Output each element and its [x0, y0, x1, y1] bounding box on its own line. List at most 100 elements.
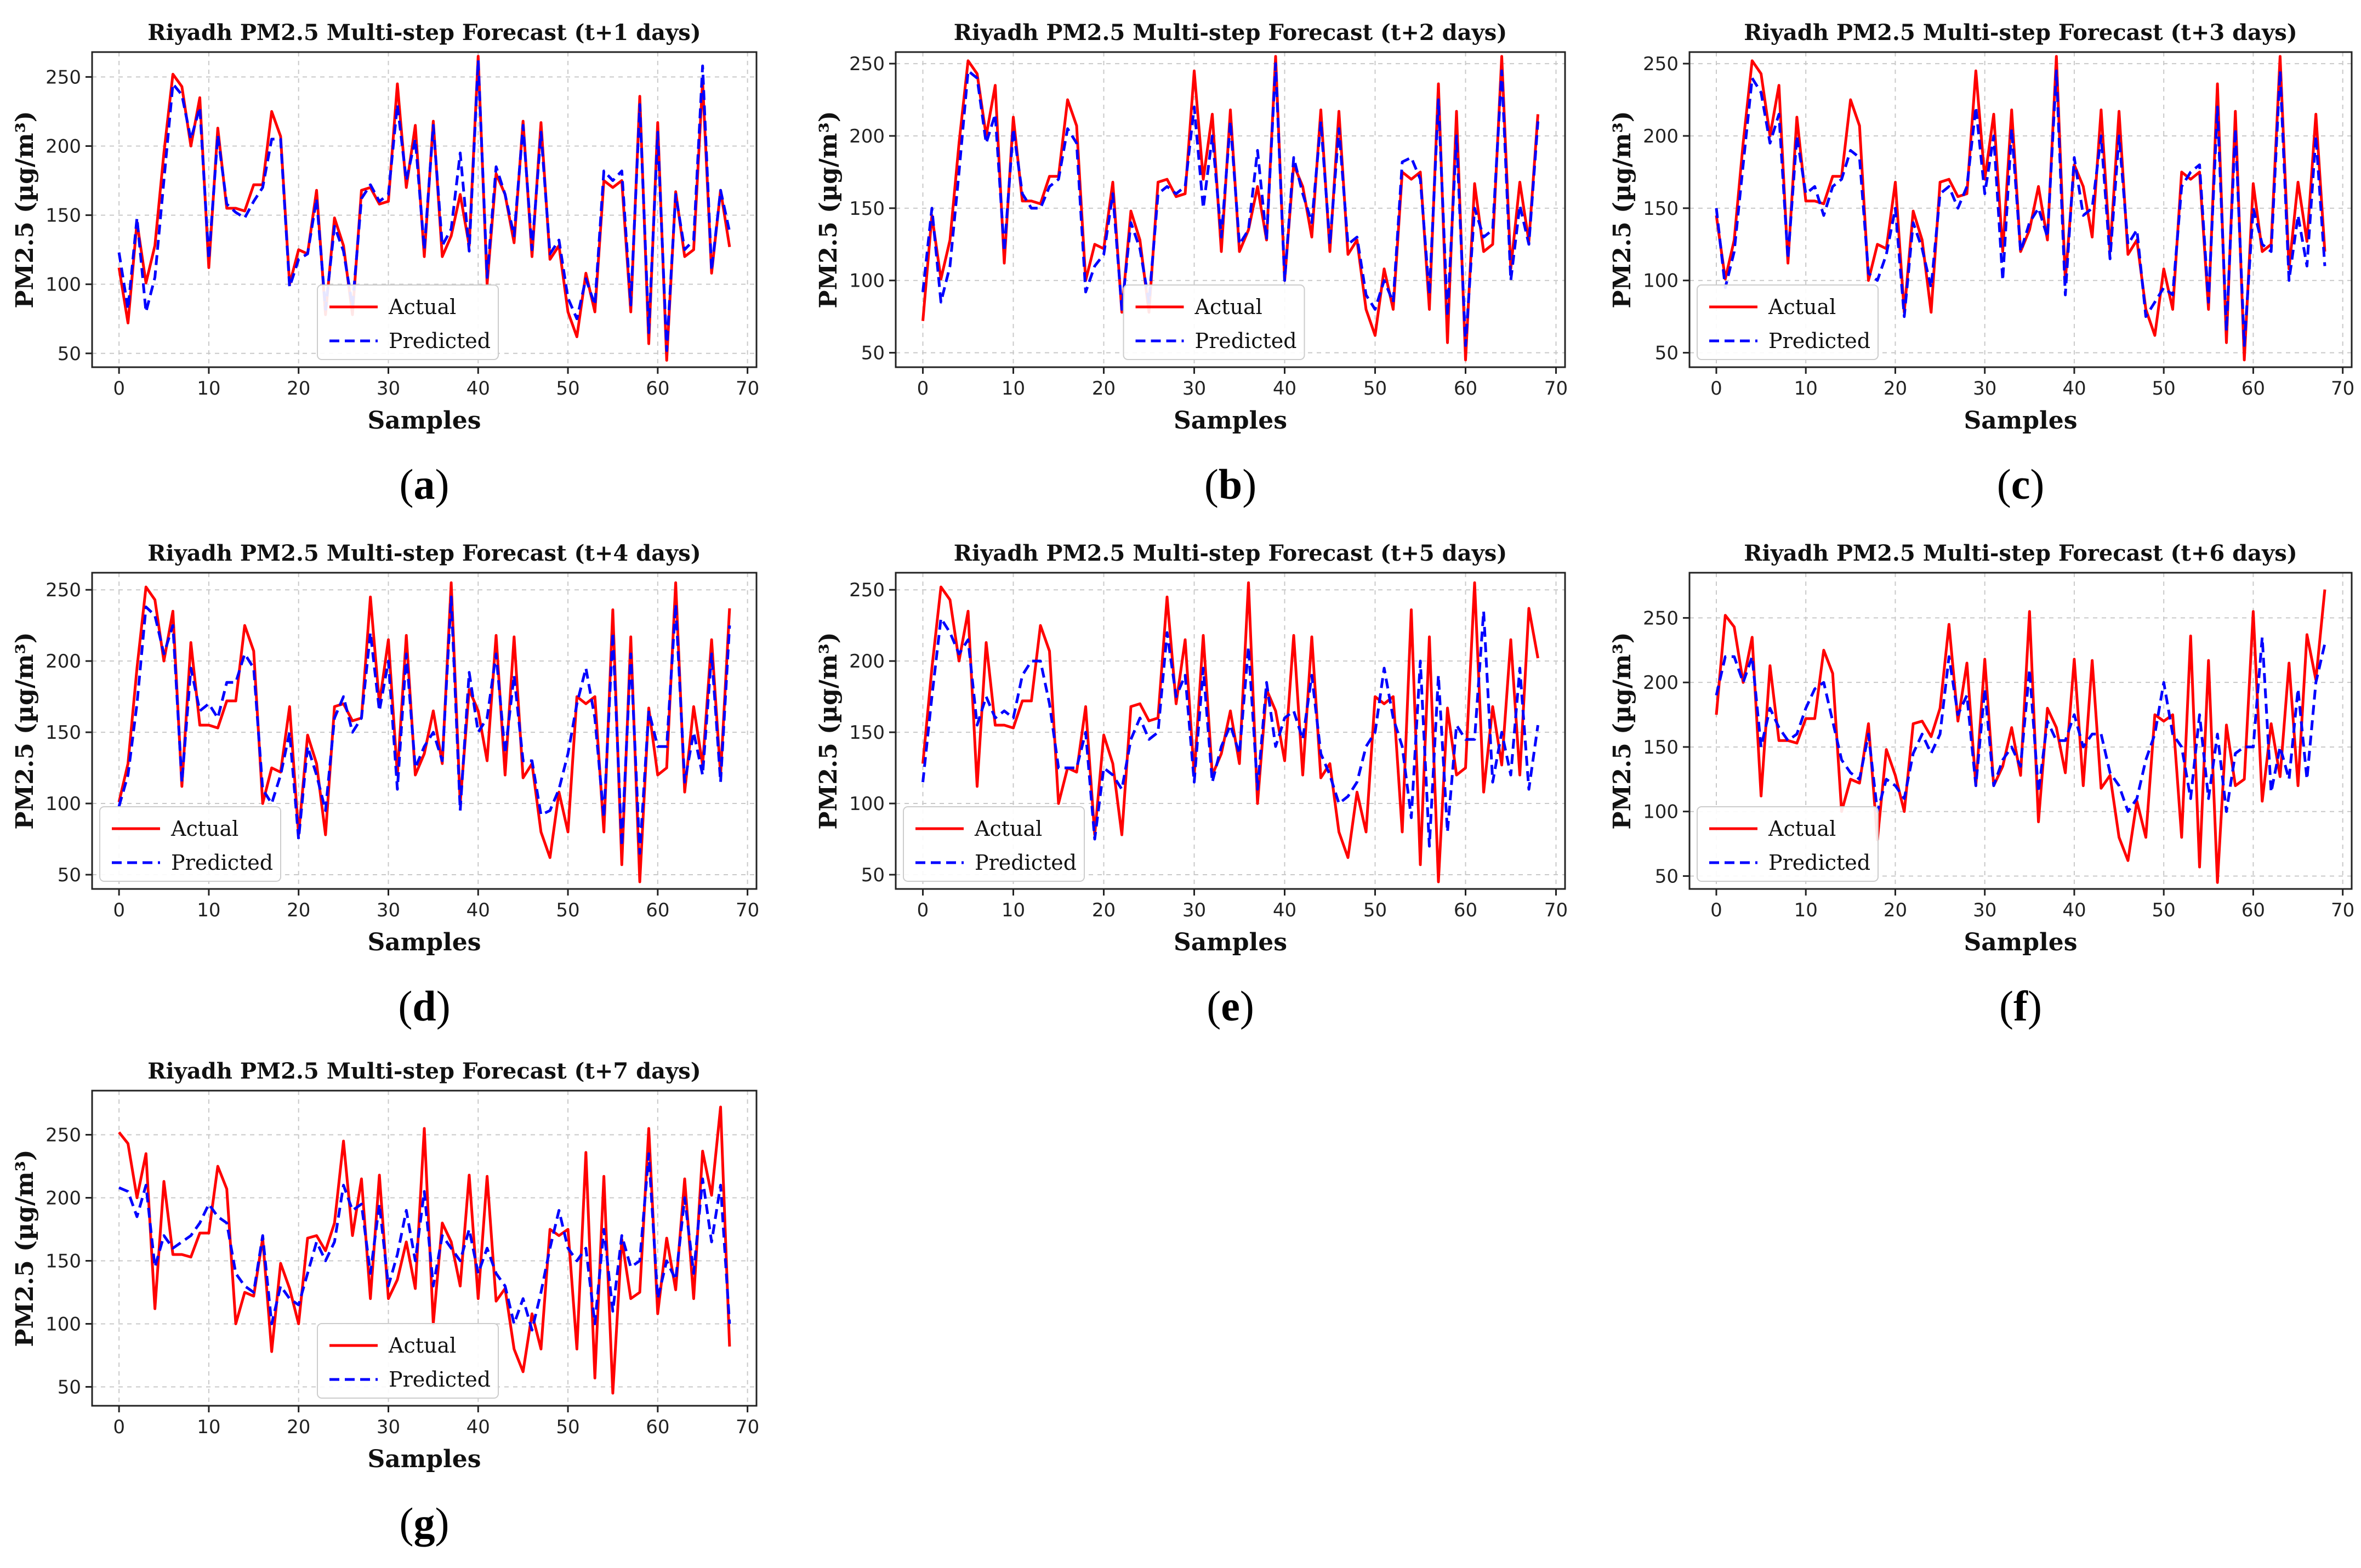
y-tick-label: 200: [1643, 672, 1679, 694]
legend: Actual Predicted: [317, 1323, 499, 1399]
y-tick-label: 50: [861, 343, 885, 364]
y-tick-label: 100: [45, 793, 81, 815]
plot-frame: [91, 1090, 758, 1407]
series-line-predicted: [118, 1152, 731, 1332]
y-tick-label: 150: [45, 205, 81, 227]
y-axis-label: PM2.5 (µg/m³): [11, 111, 39, 308]
y-tick-label: 250: [45, 579, 81, 601]
y-tick-label: 100: [849, 270, 885, 292]
panel-label-open: (: [1997, 460, 2011, 508]
x-tick-label: 70: [2331, 899, 2354, 921]
panel-label-letter: b: [1219, 460, 1242, 508]
plot-frame: [91, 51, 758, 368]
x-tick-label: 40: [1273, 378, 1296, 400]
x-tick-label: 20: [1092, 899, 1116, 921]
chart-title: Riyadh PM2.5 Multi-step Forecast (t+2 da…: [954, 20, 1507, 45]
legend-label-predicted: Predicted: [1195, 329, 1297, 353]
x-tick-label: 30: [377, 378, 400, 400]
x-tick-label: 60: [646, 378, 669, 400]
y-tick-label: 50: [1655, 343, 1679, 364]
x-axis-label: Samples: [1174, 928, 1287, 956]
panel-label-open: (: [1207, 982, 1221, 1030]
x-tick-label: 10: [197, 378, 220, 400]
y-tick-label: 200: [45, 651, 81, 672]
chart-panel-c: 0 10 20 30 40 50 60 70 50 100 150 200 250 Riyadh PM2.…: [1608, 20, 2354, 508]
y-tick-label: 150: [45, 1251, 81, 1273]
y-tick-label: 200: [45, 135, 81, 157]
panel-label-letter: c: [2011, 460, 2030, 508]
legend-label-actual: Actual: [388, 1333, 456, 1358]
chart-title: Riyadh PM2.5 Multi-step Forecast (t+1 da…: [147, 20, 701, 45]
y-tick-label: 200: [849, 651, 885, 672]
y-axis-label: PM2.5 (µg/m³): [1608, 111, 1636, 308]
x-tick-label: 50: [556, 1416, 579, 1438]
x-tick-label: 30: [1973, 378, 1996, 400]
panel-label-open: (: [400, 1499, 414, 1547]
x-tick-label: 30: [1182, 378, 1206, 400]
x-tick-label: 20: [1884, 899, 1907, 921]
y-tick-label: 150: [849, 722, 885, 744]
x-tick-label: 70: [1544, 899, 1568, 921]
y-tick-label: 250: [45, 1125, 81, 1147]
y-tick-label: 50: [861, 864, 885, 886]
y-tick-label: 100: [1643, 801, 1679, 823]
panel-label-close: ): [436, 982, 451, 1030]
x-tick-label: 10: [197, 1416, 220, 1438]
series-group: [921, 55, 1539, 362]
y-tick-label: 250: [1643, 607, 1679, 629]
chart-title: Riyadh PM2.5 Multi-step Forecast (t+6 da…: [1744, 540, 2297, 566]
series-group: [117, 581, 731, 883]
legend-label-predicted: Predicted: [975, 851, 1077, 875]
x-tick-label: 50: [556, 378, 579, 400]
x-axis-label: Samples: [1964, 407, 2077, 435]
x-tick-label: 0: [917, 378, 929, 400]
legend-label-actual: Actual: [388, 295, 456, 319]
y-tick-label: 150: [849, 198, 885, 220]
panel-label-open: (: [398, 982, 412, 1030]
x-tick-label: 60: [2241, 378, 2265, 400]
plot-frame: [895, 572, 1566, 890]
x-tick-label: 0: [917, 899, 929, 921]
x-axis-label: Samples: [1174, 407, 1287, 435]
y-tick-label: 100: [849, 793, 885, 815]
panel-label-letter: d: [412, 982, 436, 1030]
x-tick-label: 20: [1884, 378, 1907, 400]
x-tick-label: 10: [1002, 899, 1025, 921]
x-tick-label: 60: [1454, 899, 1477, 921]
x-tick-label: 20: [287, 1416, 310, 1438]
x-tick-label: 50: [1363, 899, 1387, 921]
x-tick-label: 60: [1454, 378, 1477, 400]
x-axis-label: Samples: [367, 928, 481, 956]
y-tick-label: 100: [45, 1314, 81, 1336]
chart-title: Riyadh PM2.5 Multi-step Forecast (t+3 da…: [1744, 20, 2297, 45]
series-line-actual: [1715, 55, 2326, 362]
y-axis-label: PM2.5 (µg/m³): [1608, 632, 1636, 829]
legend-label-predicted: Predicted: [1768, 851, 1870, 875]
y-tick-label: 100: [1643, 270, 1679, 292]
panel-label: (e): [1207, 982, 1254, 1030]
x-tick-label: 10: [1794, 899, 1818, 921]
panel-label: (a): [400, 460, 450, 508]
x-axis-label: Samples: [1964, 928, 2077, 956]
x-tick-label: 0: [113, 1416, 125, 1438]
y-tick-label: 200: [1643, 126, 1679, 147]
y-axis-label: PM2.5 (µg/m³): [815, 632, 843, 829]
legend: Actual Predicted: [1123, 284, 1305, 360]
x-tick-label: 20: [1092, 378, 1116, 400]
panel-label-open: (: [1204, 460, 1219, 508]
y-tick-label: 50: [58, 1377, 81, 1399]
y-tick-label: 250: [849, 53, 885, 75]
x-tick-label: 10: [1794, 378, 1818, 400]
x-tick-label: 50: [2152, 378, 2176, 400]
chart-panel-f: 0 10 20 30 40 50 60 70 50 100 150 200 250 Riyadh PM2.…: [1608, 540, 2354, 1030]
y-tick-label: 250: [849, 579, 885, 601]
legend-label-predicted: Predicted: [171, 851, 273, 875]
y-tick-label: 150: [1643, 198, 1679, 220]
panel-label-close: ): [435, 1499, 450, 1547]
panel-label-close: ): [2028, 982, 2042, 1030]
chart-panel-g: 0 10 20 30 40 50 60 70 50 100 150 200 250 Riyadh PM2.…: [11, 1058, 759, 1547]
y-tick-label: 200: [45, 1188, 81, 1210]
y-tick-label: 100: [45, 274, 81, 296]
x-axis-label: Samples: [367, 407, 481, 435]
y-tick-label: 50: [58, 864, 81, 886]
